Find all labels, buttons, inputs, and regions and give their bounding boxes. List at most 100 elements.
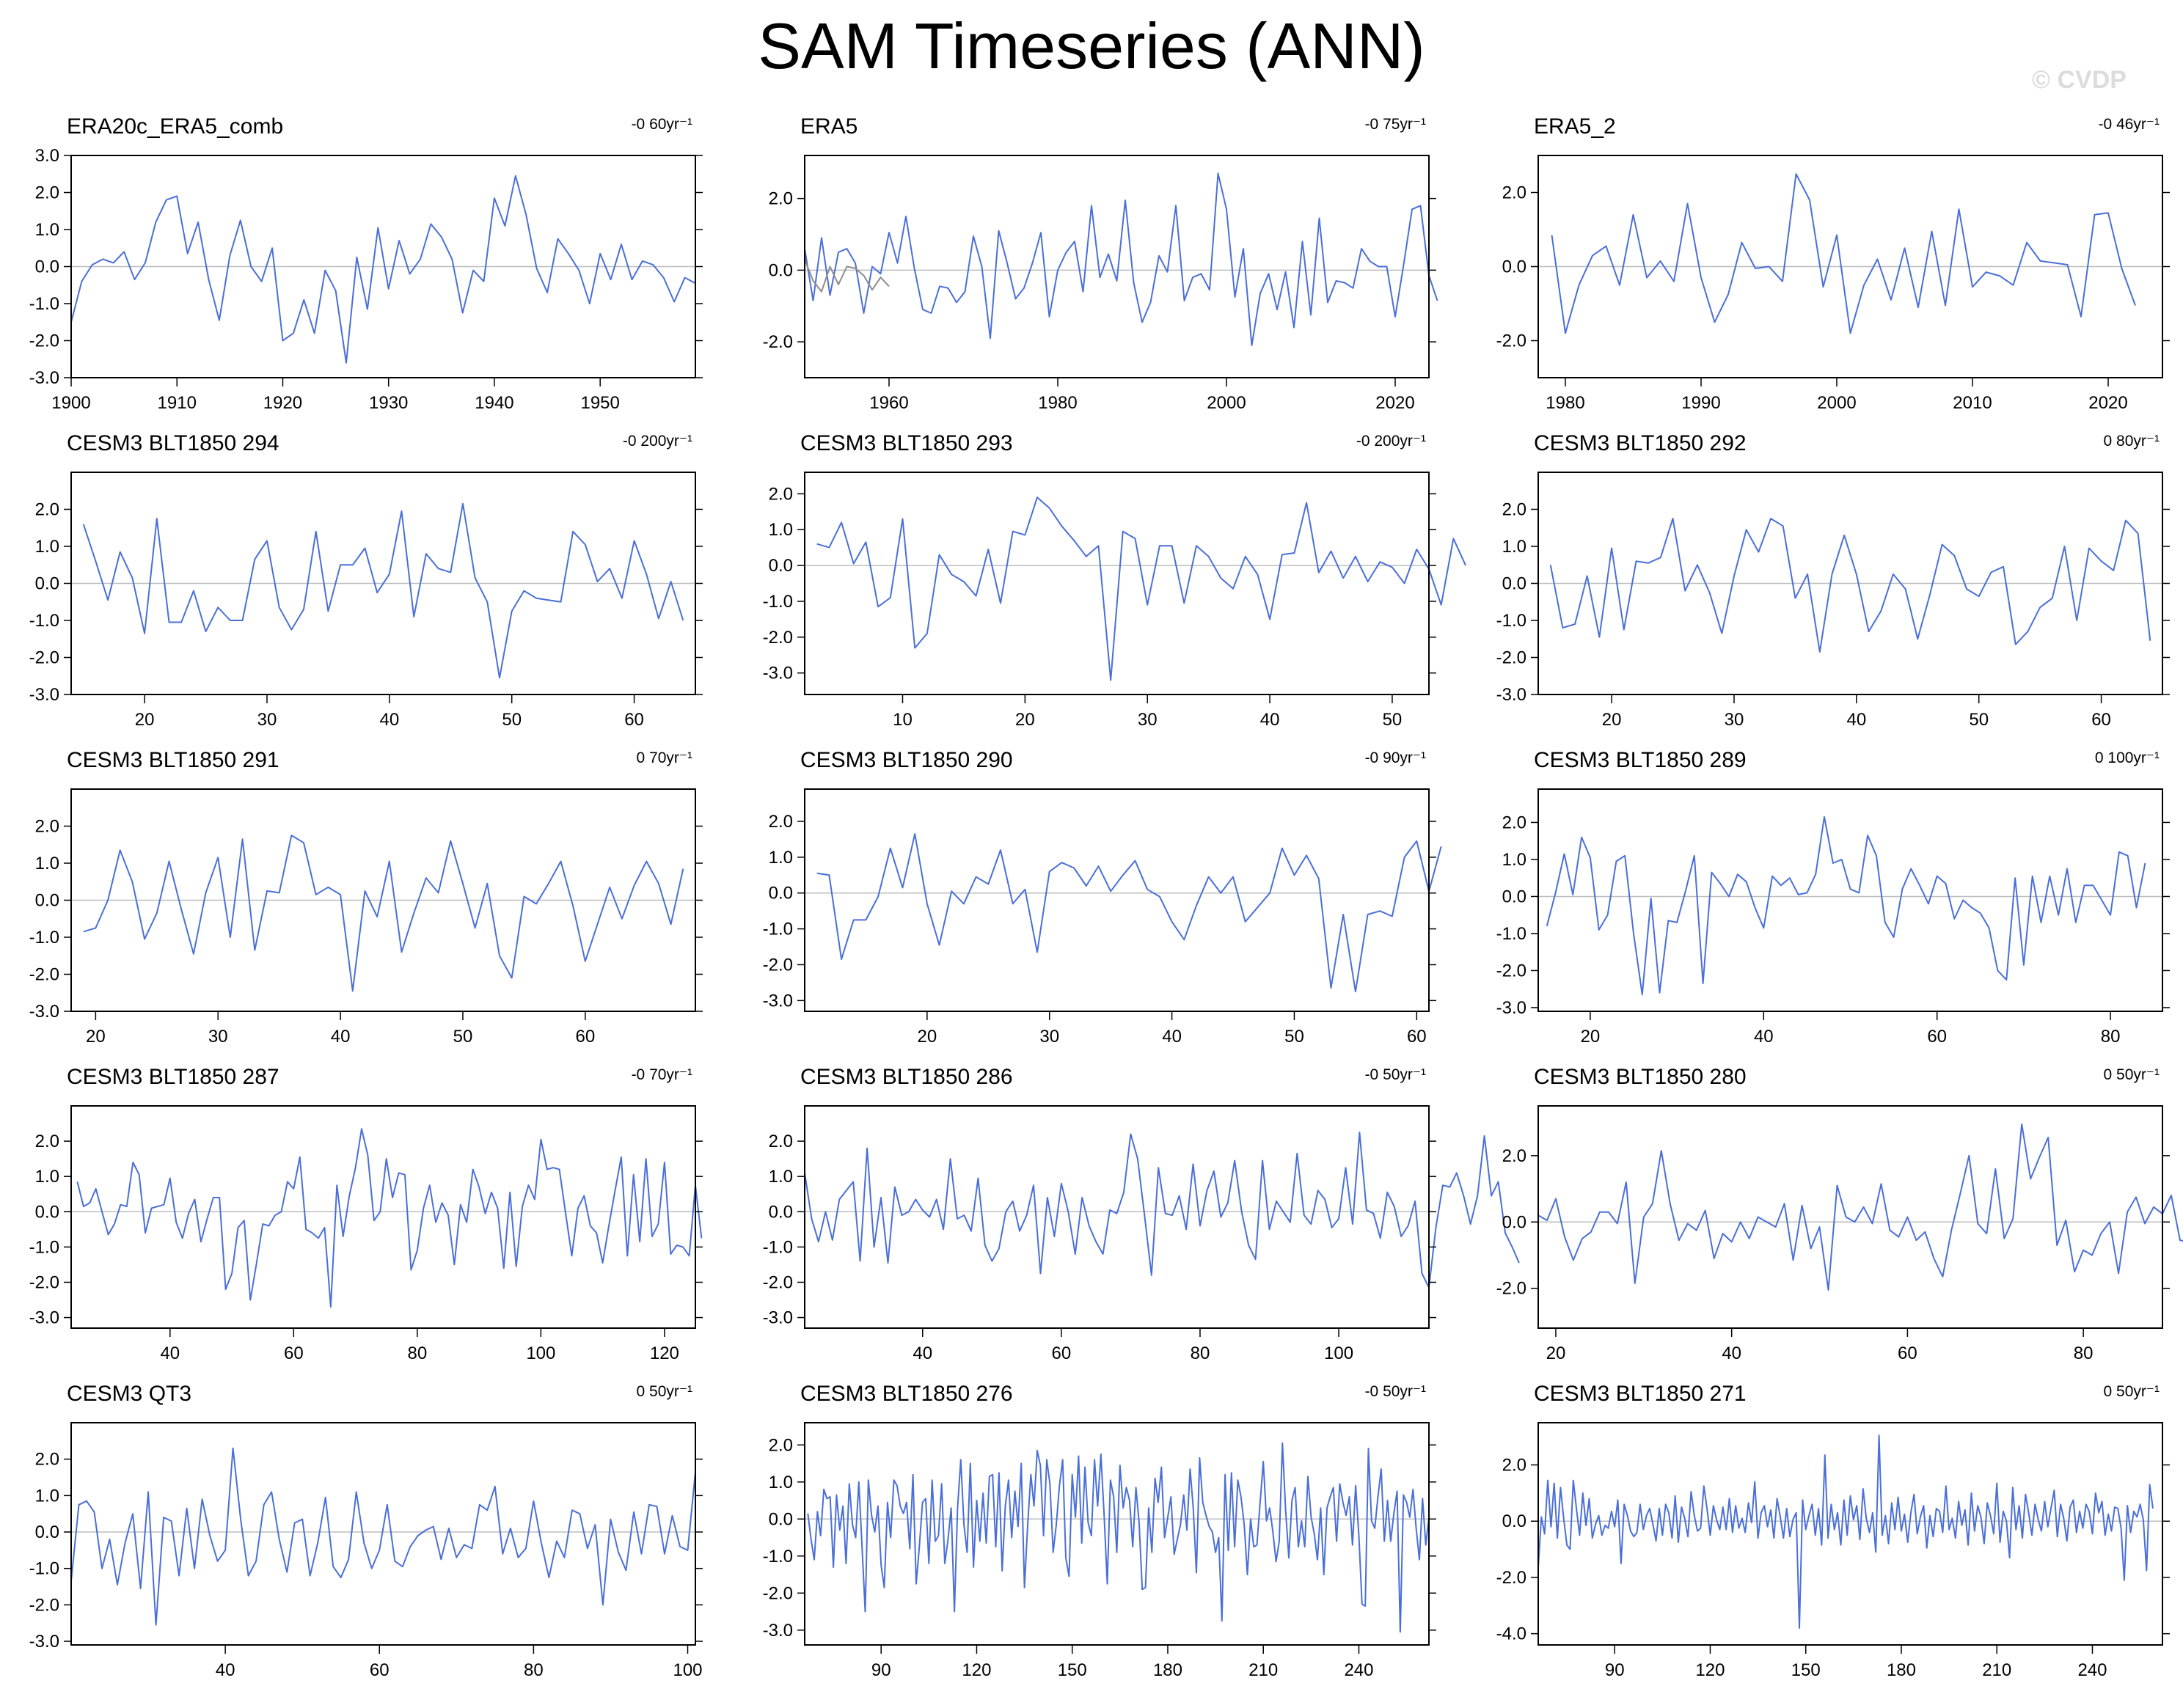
panel-5: -3.0 -2.0 -1.0 0.0 1.0 2.0 20 30 40 50 60 CESM3 BLT…: [1496, 431, 2170, 730]
x-tick-label: 150: [1791, 1660, 1821, 1680]
x-tick-label: 180: [1887, 1660, 1916, 1680]
x-tick-label: 120: [962, 1660, 991, 1680]
plot-frame: [804, 1105, 1430, 1329]
y-tick-label: -3.0: [29, 368, 59, 388]
y-tick-label: 0.0: [1502, 257, 1526, 277]
panel-9: -3.0 -2.0 -1.0 0.0 1.0 2.0 40 60 80 100 120 CESM3 B…: [29, 1065, 703, 1363]
series-line: [1551, 173, 2136, 334]
y-tick-label: 0.0: [35, 891, 59, 911]
y-tick-label: -3.0: [29, 1632, 59, 1652]
plot-frame: [804, 788, 1430, 1012]
y-tick-label: 1.0: [35, 220, 59, 240]
x-tick-label: 150: [1058, 1660, 1087, 1680]
x-tick-label: 30: [208, 1027, 228, 1047]
watermark: © CVDP: [2032, 66, 2127, 94]
x-tick-label: 2020: [1375, 393, 1414, 413]
y-tick-label: -3.0: [763, 991, 793, 1011]
y-tick-label: -2.0: [29, 965, 59, 985]
y-tick-label: -1.0: [29, 928, 59, 948]
x-tick-label: 20: [1602, 710, 1622, 730]
y-tick-label: -2.0: [29, 331, 59, 351]
x-tick-label: 60: [1898, 1344, 1917, 1363]
x-tick-label: 80: [407, 1344, 427, 1363]
x-tick-label: 240: [1344, 1660, 1373, 1680]
y-tick-label: -3.0: [763, 1621, 793, 1641]
x-tick-label: 2010: [1953, 393, 1992, 413]
trend-label: -0 200yr⁻¹: [1356, 433, 1426, 450]
trend-label: 0 70yr⁻¹: [637, 749, 692, 766]
trend-label: 0 100yr⁻¹: [2095, 749, 2160, 766]
x-tick-label: 60: [1407, 1027, 1427, 1047]
x-tick-label: 1910: [158, 393, 197, 413]
secondary-series-line: [804, 259, 890, 293]
x-tick-label: 40: [1260, 710, 1280, 730]
y-tick-label: -2.0: [1496, 648, 1526, 668]
x-tick-label: 10: [893, 710, 913, 730]
x-tick-label: 20: [1581, 1027, 1601, 1047]
panel-0: -3.0 -2.0 -1.0 0.0 1.0 2.0 3.0 1900 1910 1920 1930…: [29, 114, 703, 413]
plot-frame: [1537, 788, 2163, 1012]
panel-title: ERA5_2: [1534, 114, 1616, 139]
series-line: [70, 175, 696, 364]
x-tick-label: 50: [1969, 710, 1989, 730]
x-tick-label: 40: [1722, 1344, 1741, 1363]
trend-label: -0 60yr⁻¹: [632, 116, 692, 133]
x-tick-label: 40: [1754, 1027, 1774, 1047]
y-tick-label: -1.0: [1496, 611, 1526, 631]
series-line: [83, 835, 684, 992]
x-tick-label: 30: [1725, 710, 1744, 730]
plot-frame: [1537, 1422, 2163, 1646]
y-tick-label: 0.0: [1502, 1511, 1526, 1531]
panel-title: CESM3 BLT1850 289: [1534, 748, 1747, 772]
x-tick-label: 1990: [1681, 393, 1720, 413]
series-line: [1537, 1434, 2154, 1629]
x-tick-label: 1980: [1038, 393, 1077, 413]
x-tick-label: 1920: [263, 393, 302, 413]
plot-frame: [804, 1422, 1430, 1646]
panel-title: CESM3 BLT1850 290: [800, 748, 1013, 772]
y-tick-label: 2.0: [35, 1450, 59, 1470]
y-tick-label: 0.0: [35, 1522, 59, 1542]
y-tick-label: -2.0: [1496, 331, 1526, 351]
series-line: [804, 172, 1438, 346]
y-tick-label: -2.0: [1496, 1279, 1526, 1299]
series-line: [1549, 518, 2151, 653]
x-tick-label: 80: [1191, 1344, 1210, 1363]
y-tick-label: 2.0: [1502, 813, 1526, 832]
series-line: [82, 502, 684, 679]
y-tick-label: -3.0: [763, 1308, 793, 1328]
plot-frame: [1537, 1105, 2163, 1329]
y-tick-label: 0.0: [1502, 1212, 1526, 1232]
y-tick-label: 0.0: [1502, 887, 1526, 906]
trend-label: 0 50yr⁻¹: [2104, 1066, 2160, 1083]
x-tick-label: 1940: [475, 393, 513, 413]
x-tick-label: 30: [1039, 1027, 1059, 1047]
y-tick-label: -1.0: [763, 920, 793, 939]
trend-label: -0 50yr⁻¹: [1365, 1383, 1426, 1400]
x-tick-label: 20: [86, 1027, 106, 1047]
panel-11: -2.0 0.0 2.0 20 40 60 80 CESM3 BLT1850 280 0 50y…: [1496, 1065, 2183, 1363]
panel-title: ERA20c_ERA5_comb: [67, 114, 283, 139]
y-tick-label: 0.0: [769, 556, 793, 576]
panel-2: -2.0 0.0 2.0 1980 1990 2000 2010 2020 ERA5_2 -0 4…: [1496, 114, 2170, 413]
trend-label: -0 75yr⁻¹: [1365, 116, 1426, 133]
trend-label: -0 200yr⁻¹: [623, 433, 692, 450]
y-tick-label: 2.0: [769, 812, 793, 832]
y-tick-label: 0.0: [769, 884, 793, 904]
y-tick-label: -2.0: [29, 648, 59, 668]
trend-label: -0 46yr⁻¹: [2099, 116, 2160, 133]
y-tick-label: 2.0: [1502, 1456, 1526, 1476]
y-tick-label: 2.0: [1502, 1146, 1526, 1166]
x-tick-label: 60: [1052, 1344, 1072, 1363]
panel-title: CESM3 BLT1850 280: [1534, 1065, 1747, 1089]
x-tick-label: 50: [502, 710, 522, 730]
panel-title: CESM3 BLT1850 276: [800, 1382, 1013, 1406]
plot-frame: [804, 155, 1430, 378]
panel-1: -2.0 0.0 2.0 1960 1980 2000 2020 ERA5 -0 75yr⁻¹: [763, 114, 1438, 413]
y-tick-label: 2.0: [35, 500, 59, 520]
panel-8: -3.0 -2.0 -1.0 0.0 1.0 2.0 20 40 60 80 CESM3 BLT18…: [1496, 748, 2170, 1047]
x-tick-label: 50: [453, 1027, 473, 1047]
y-tick-label: -3.0: [1496, 998, 1526, 1018]
y-tick-label: -1.0: [763, 592, 793, 612]
x-tick-label: 1950: [580, 393, 619, 413]
